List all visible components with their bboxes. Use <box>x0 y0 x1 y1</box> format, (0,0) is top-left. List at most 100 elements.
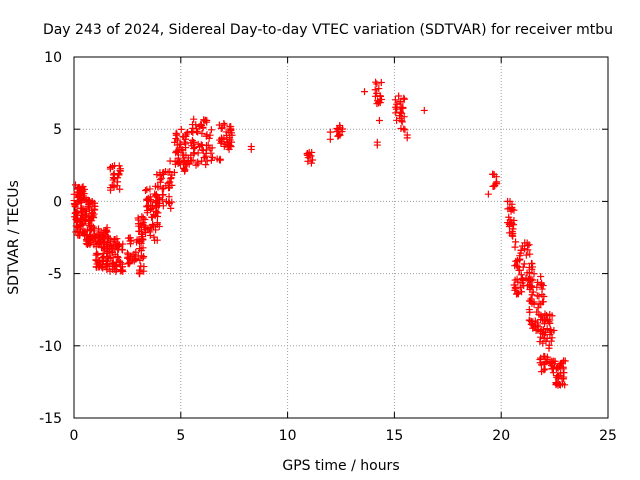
data-point <box>85 196 93 204</box>
data-point <box>143 209 151 217</box>
data-point <box>508 200 516 208</box>
data-point <box>141 215 149 223</box>
data-point <box>371 86 379 94</box>
data-point <box>191 143 199 151</box>
data-point <box>130 257 138 265</box>
data-point <box>154 194 162 202</box>
data-point <box>150 233 158 241</box>
data-point <box>549 369 557 377</box>
data-point <box>247 145 255 153</box>
data-point <box>98 244 106 252</box>
data-point <box>558 380 566 388</box>
data-point <box>504 197 512 205</box>
data-point <box>508 231 516 239</box>
data-point <box>202 152 210 160</box>
data-point <box>554 373 562 381</box>
data-point <box>539 339 547 347</box>
chart-title: Day 243 of 2024, Sidereal Day-to-day VTE… <box>43 22 613 38</box>
data-point <box>107 254 115 262</box>
data-point <box>552 381 560 389</box>
data-point <box>181 167 189 175</box>
data-point <box>401 126 409 134</box>
data-point <box>376 99 384 107</box>
data-point <box>124 234 132 242</box>
data-point <box>109 241 117 249</box>
data-point <box>93 237 101 245</box>
data-point <box>72 228 80 236</box>
data-point <box>525 269 533 277</box>
data-point <box>543 334 551 342</box>
data-point <box>528 291 536 299</box>
data-point <box>512 285 520 293</box>
data-point <box>207 156 215 164</box>
data-point <box>526 297 534 305</box>
data-point <box>493 178 501 186</box>
data-point <box>304 157 312 165</box>
data-point <box>542 328 550 336</box>
data-point <box>326 135 334 143</box>
data-point <box>530 323 538 331</box>
data-point <box>140 267 148 275</box>
y-tick-label: -15 <box>39 411 62 427</box>
data-point <box>128 252 136 260</box>
data-point <box>189 156 197 164</box>
data-point <box>532 321 540 329</box>
data-point <box>160 169 168 177</box>
data-point <box>198 121 206 129</box>
data-point <box>165 193 173 201</box>
data-point <box>484 190 492 198</box>
data-point <box>534 304 542 312</box>
data-point <box>148 205 156 213</box>
data-point <box>108 265 116 273</box>
data-point <box>139 244 147 252</box>
data-point <box>513 290 521 298</box>
data-point <box>78 184 86 192</box>
data-point <box>111 236 119 244</box>
data-point <box>165 184 173 192</box>
data-point <box>526 308 534 316</box>
data-point <box>84 241 92 249</box>
data-point <box>396 97 404 105</box>
data-point <box>111 250 119 258</box>
data-point <box>216 156 224 164</box>
data-point <box>96 238 104 246</box>
data-point <box>152 191 160 199</box>
data-point <box>88 217 96 225</box>
data-point <box>308 148 316 156</box>
data-point <box>146 185 154 193</box>
data-point <box>559 365 567 373</box>
data-point <box>136 256 144 264</box>
data-point <box>373 100 381 108</box>
data-point <box>206 144 214 152</box>
data-point <box>82 231 90 239</box>
data-point <box>110 243 118 251</box>
data-point <box>525 241 533 249</box>
data-point <box>152 207 160 215</box>
data-point <box>516 266 524 274</box>
data-point <box>545 318 553 326</box>
data-point <box>556 371 564 379</box>
data-point <box>524 246 532 254</box>
data-point <box>167 204 175 212</box>
data-point <box>73 200 81 208</box>
data-point <box>110 261 118 269</box>
data-points <box>70 78 569 389</box>
data-point <box>192 161 200 169</box>
data-point <box>89 223 97 231</box>
y-tick-label: 0 <box>53 194 62 210</box>
data-point <box>198 130 206 138</box>
data-point <box>541 317 549 325</box>
data-point <box>508 220 516 228</box>
y-tick-label: -10 <box>39 339 62 355</box>
data-point <box>145 224 153 232</box>
data-point <box>110 162 118 170</box>
data-point <box>189 138 197 146</box>
data-point <box>72 181 80 189</box>
data-point <box>77 195 85 203</box>
data-point <box>181 138 189 146</box>
data-point <box>165 199 173 207</box>
data-point <box>534 278 542 286</box>
x-axis-title: GPS time / hours <box>282 458 399 474</box>
data-point <box>540 352 548 360</box>
